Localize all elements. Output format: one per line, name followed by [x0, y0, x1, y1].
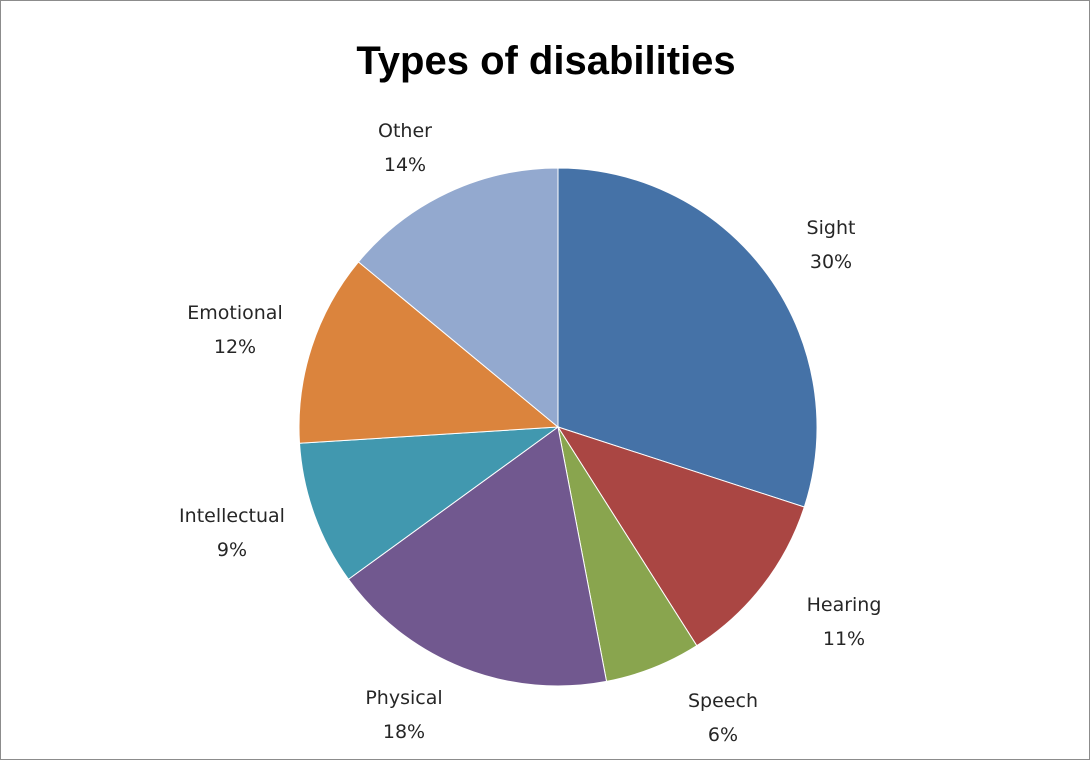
slice-label-other: Other [378, 120, 432, 142]
slice-value-speech: 6% [708, 724, 738, 746]
slice-value-other: 14% [384, 154, 426, 176]
pie-slice-intellectual [298, 426, 560, 580]
slice-value-intellectual: 9% [217, 539, 247, 561]
slice-value-sight: 30% [810, 251, 852, 273]
slice-label-physical: Physical [365, 687, 442, 709]
pie-slice-emotional [298, 261, 560, 444]
slice-value-hearing: 11% [823, 628, 865, 650]
pie-labels: Sight 30% Hearing 11% Speech 6% Physical 18% Int… [179, 120, 881, 746]
pie-slice-hearing [556, 426, 805, 647]
slice-value-physical: 18% [383, 721, 425, 743]
slice-label-speech: Speech [688, 690, 758, 712]
pie-slice-sight [557, 167, 818, 508]
slice-label-intellectual: Intellectual [179, 505, 285, 527]
slice-value-emotional: 12% [214, 336, 256, 358]
slice-label-emotional: Emotional [187, 302, 282, 324]
chart-title: Types of disabilities [356, 39, 736, 83]
pie-slice-physical [347, 426, 608, 687]
slice-label-hearing: Hearing [807, 594, 882, 616]
slice-label-sight: Sight [807, 217, 856, 239]
pie-slices [298, 167, 818, 687]
pie-slice-other [357, 167, 559, 429]
